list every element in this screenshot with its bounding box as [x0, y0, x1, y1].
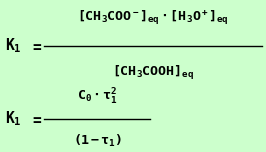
Text: $\mathbf{K}_\mathbf{1}$: $\mathbf{K}_\mathbf{1}$ — [5, 109, 22, 128]
Text: $\mathbf{=}$: $\mathbf{=}$ — [31, 38, 43, 53]
Text: $\mathbf{K}_\mathbf{1}$: $\mathbf{K}_\mathbf{1}$ — [5, 36, 22, 55]
Text: $\mathbf{C_0\cdot\tau_1^2}$: $\mathbf{C_0\cdot\tau_1^2}$ — [77, 86, 117, 107]
Text: $\mathbf{[CH_3COO^-]_{eq}\cdot[H_3O^+]_{eq}}$: $\mathbf{[CH_3COO^-]_{eq}\cdot[H_3O^+]_{… — [77, 8, 229, 27]
Text: $\mathbf{[CH_3COOH]_{eq}}$: $\mathbf{[CH_3COOH]_{eq}}$ — [112, 64, 194, 82]
Text: $\mathbf{(1-\tau_1)}$: $\mathbf{(1-\tau_1)}$ — [73, 133, 121, 149]
Text: $\mathbf{=}$: $\mathbf{=}$ — [31, 111, 43, 126]
